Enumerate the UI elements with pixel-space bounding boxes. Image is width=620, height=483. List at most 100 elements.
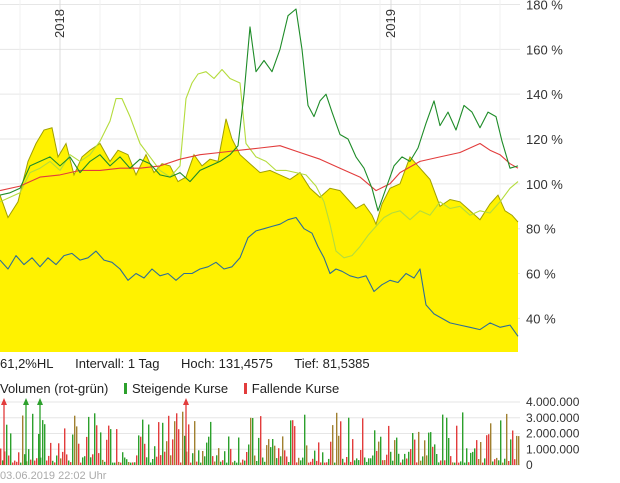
volume-bar [22,415,24,465]
volume-bar [176,413,178,465]
y-tick-label: 140 % [526,87,563,102]
volume-bar [168,415,170,465]
volume-bar [418,431,420,465]
volume-bar [288,462,290,465]
volume-bar [70,462,72,465]
volume-bar [384,460,386,465]
main-series-area [0,118,518,352]
volume-bar [268,439,270,465]
volume-bar [472,451,474,465]
volume-bar [106,439,108,465]
series-line-green [0,8,519,212]
series-line-blue [0,216,519,337]
volume-bar [338,435,340,465]
volume-bar [32,413,34,465]
volume-bar [508,461,510,465]
volume-bar [486,435,488,465]
volume-bar [362,418,364,465]
volume-bar [308,462,310,465]
volume-bar [280,456,282,465]
volume-bar [216,455,218,465]
volume-bar [264,461,266,465]
y-tick-label: 180 % [526,0,563,12]
volume-bar [38,434,40,465]
volume-bar [328,458,330,465]
volume-bar [238,437,240,465]
volume-bar [310,461,312,465]
volume-bar [254,455,256,465]
volume-bar [374,430,376,465]
volume-bar [266,445,268,465]
volume-bar [334,462,336,465]
y-tick-label: 160 % [526,42,563,57]
volume-bar [28,449,30,465]
volume-bar [410,449,412,465]
volume-bar [284,450,286,465]
volume-bar [110,429,112,465]
volume-bar [356,458,358,465]
volume-bar [262,457,264,465]
volume-bar [256,461,258,465]
volume-bar [212,456,214,465]
volume-bar [396,437,398,465]
volume-bar [298,457,300,465]
volume-bar [480,442,482,465]
series-line-lightgreen [0,68,519,259]
volume-bar [514,459,516,465]
volume-bar [490,423,492,465]
volume-bar [358,460,360,465]
volume-bar [474,448,476,465]
volume-bar [500,420,502,465]
volume-bar [422,456,424,465]
volume-tick-label: 2.000.000 [526,427,580,441]
volume-bar [90,457,92,465]
volume-bar [96,425,98,465]
volume-bar [128,462,130,465]
volume-bar [258,437,260,465]
volume-bar [0,448,2,465]
volume-bar [434,444,436,465]
volume-bar [12,462,14,465]
volume-bar [302,457,304,465]
volume-tick-label: 0 [526,458,533,472]
volume-bar [116,429,118,465]
volume-overflow-arrow [37,398,43,405]
volume-bar [100,432,102,465]
volume-bar [230,448,232,465]
volume-bar [388,425,390,465]
volume-bar [460,461,462,465]
volume-bar [118,461,120,465]
volume-bar [210,421,212,465]
volume-bar [76,426,78,465]
volume-bar [122,452,124,465]
volume-bar [126,459,128,465]
volume-bar [478,459,480,465]
volume-bar [494,459,496,465]
volume-bar [228,436,230,465]
volume-bar [226,462,228,465]
low-value: Tief: 81,5385 [294,356,370,371]
volume-bar [376,450,378,465]
volume-bar [354,460,356,465]
volume-bar [30,459,32,465]
volume-bar [184,435,186,465]
volume-bar [196,461,198,465]
volume-bar [104,461,106,465]
volume-bar [466,448,468,465]
volume-bar [18,452,20,465]
info-bar: 61,2%HL Intervall: 1 Tag Hoch: 131,4575 … [0,356,388,371]
volume-bar [36,458,38,465]
volume-bar [336,412,338,465]
volume-bar [332,425,334,465]
volume-bar [134,462,136,465]
volume-bar [476,440,478,465]
y-tick-label: 120 % [526,132,563,147]
volume-overflow-arrow [23,398,29,405]
timestamp: 03.06.2019 22:02 Uhr [0,470,107,482]
volume-bar [248,444,250,465]
volume-bar [246,452,248,465]
volume-bar [390,451,392,465]
volume-bar [286,456,288,465]
volume-bar [260,416,262,465]
